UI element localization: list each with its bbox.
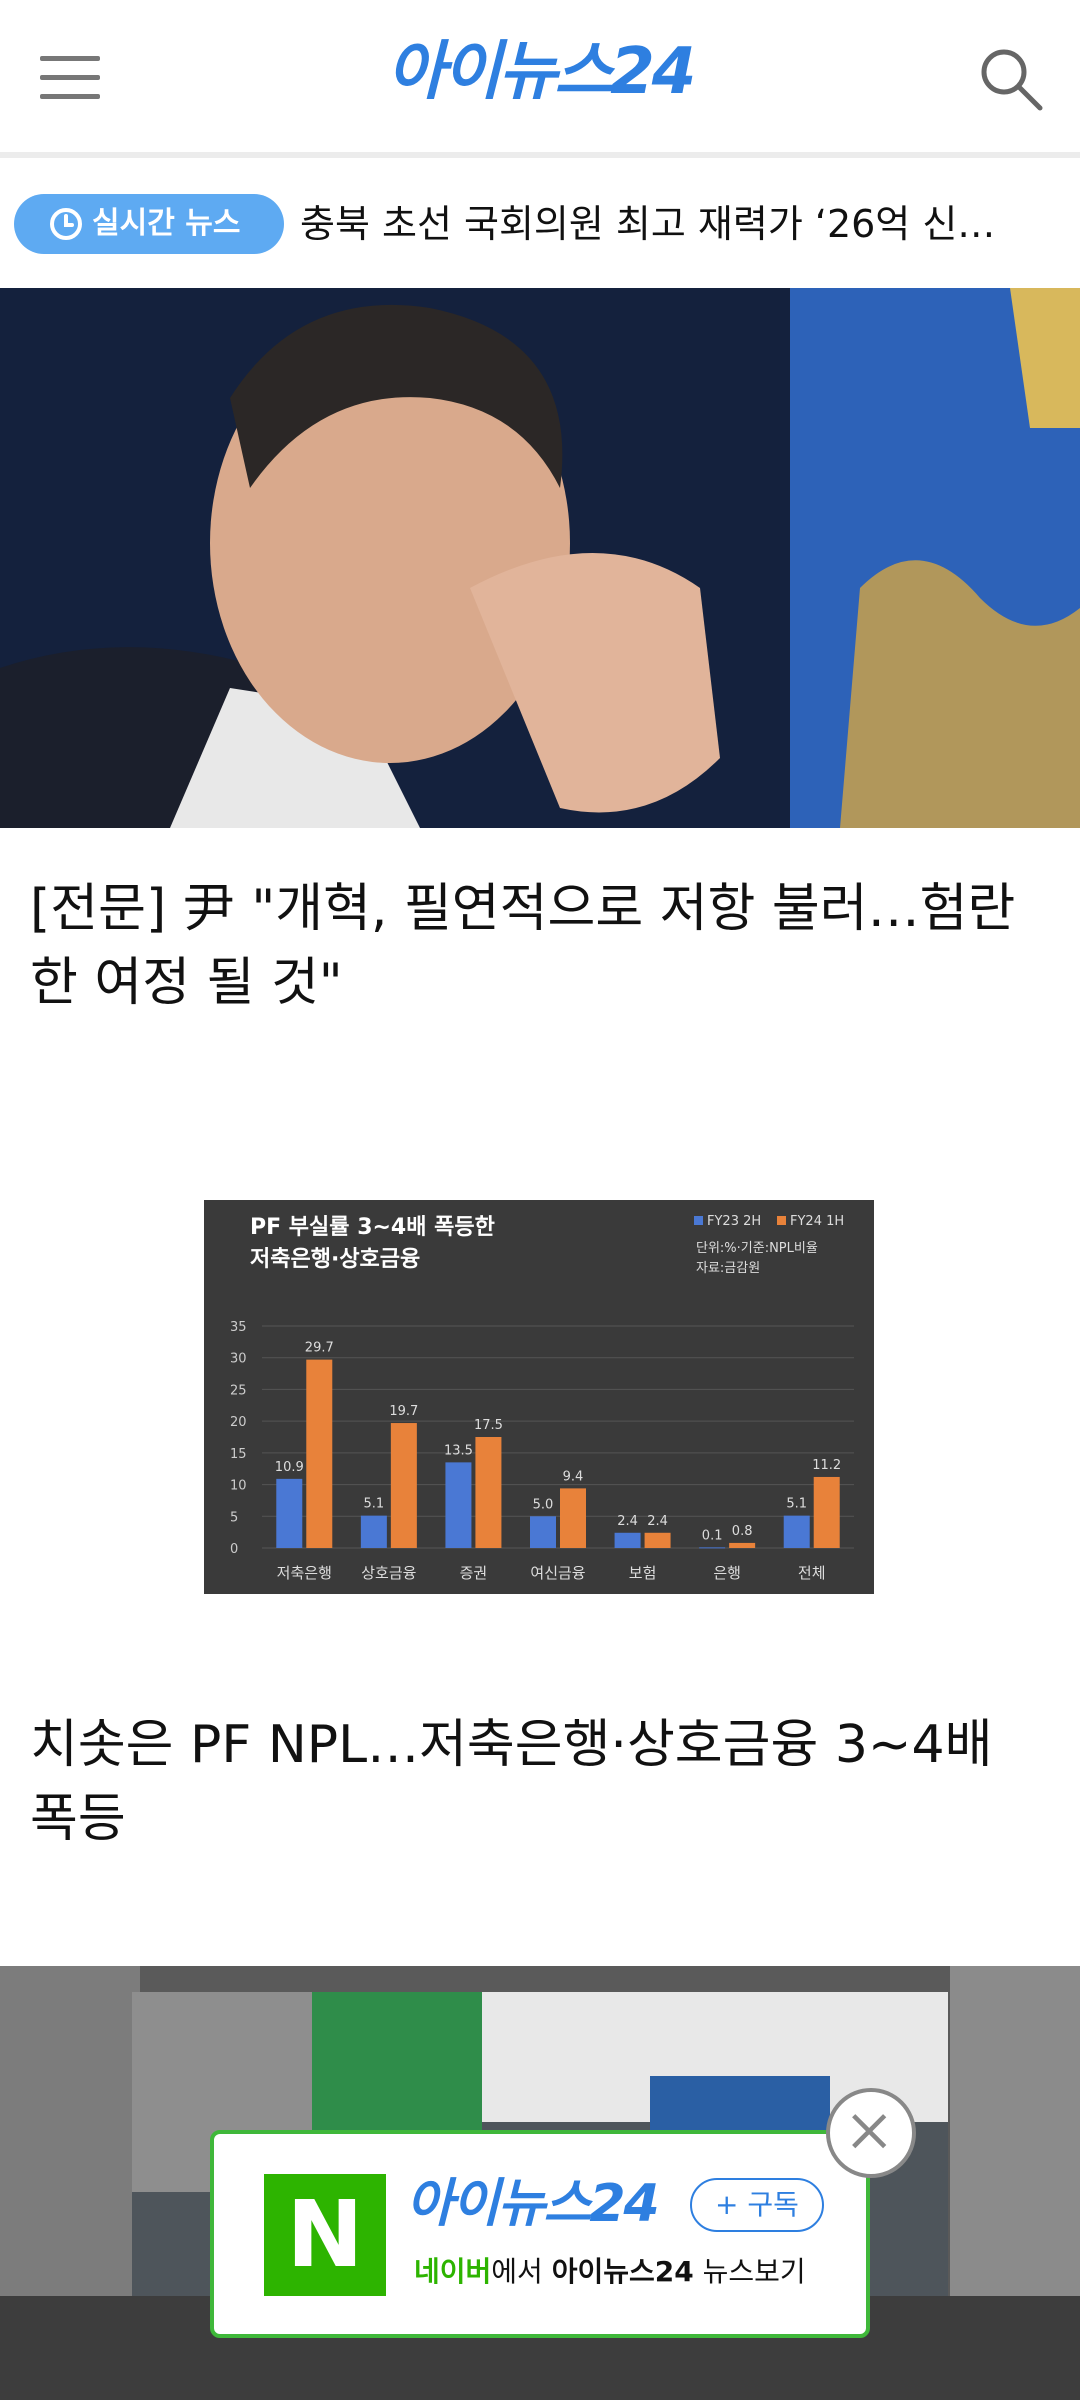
bar-value-label: 2.4 <box>617 1514 638 1529</box>
y-tick-label: 10 <box>230 1479 247 1494</box>
bar-fy24-4 <box>644 1532 671 1548</box>
chart-title-line2: 저축은행·상호금융 <box>250 1247 420 1272</box>
bar-fy23-1 <box>360 1515 387 1548</box>
legend-swatch-fy24 <box>777 1216 786 1225</box>
bar-value-label: 29.7 <box>305 1341 334 1356</box>
y-tick-label: 15 <box>230 1447 247 1462</box>
bar-value-label: 5.1 <box>364 1497 385 1512</box>
bar-fy23-3 <box>530 1516 556 1548</box>
bar-fy24-3 <box>560 1488 586 1548</box>
site-logo[interactable]: 아이뉴스24 <box>386 35 697 109</box>
bar-fy24-6 <box>813 1476 840 1548</box>
x-category-label: 상호금융 <box>361 1564 416 1582</box>
y-tick-label: 20 <box>230 1415 247 1430</box>
article-headline-2[interactable]: 치솟은 PF NPL…저축은행·상호금융 3~4배 폭등 <box>30 1715 993 1849</box>
x-category-label: 은행 <box>713 1564 741 1582</box>
x-category-label: 저축은행 <box>277 1564 332 1582</box>
bar-value-label: 19.7 <box>389 1404 418 1419</box>
legend-swatch-fy23 <box>694 1216 703 1225</box>
x-category-label: 여신금융 <box>530 1564 585 1582</box>
bar-fy24-5 <box>729 1542 756 1548</box>
x-category-label: 보험 <box>629 1564 657 1582</box>
ticker-headline[interactable]: 충북 초선 국회의원 최고 재력가 ‘26억 신… <box>300 202 996 246</box>
y-tick-label: 5 <box>230 1510 238 1525</box>
x-category-label: 증권 <box>460 1564 488 1582</box>
bar-fy24-1 <box>390 1423 417 1548</box>
bar-value-label: 17.5 <box>474 1418 503 1433</box>
legend-label-fy23: FY23 2H <box>707 1214 761 1229</box>
banner-description: 네이버에서 아이뉴스24 뉴스보기 <box>414 2252 806 2292</box>
desc-connector: 에서 <box>491 2255 552 2288</box>
banner-site-logo: 아이뉴스24 <box>406 2174 660 2234</box>
bar-fy24-2 <box>475 1437 502 1548</box>
hamburger-menu-icon[interactable] <box>40 56 100 102</box>
subscribe-button[interactable]: + 구독 <box>690 2178 824 2232</box>
realtime-news-label: 실시간 뉴스 <box>92 206 241 241</box>
legend-label-fy24: FY24 1H <box>790 1214 844 1229</box>
bar-value-label: 0.1 <box>702 1528 723 1543</box>
desc-site-name: 아이뉴스24 <box>551 2255 694 2288</box>
naver-text: 네이버 <box>414 2255 492 2288</box>
x-category-label: 전체 <box>798 1564 826 1582</box>
realtime-news-badge[interactable]: 실시간 뉴스 <box>14 194 284 254</box>
bar-fy23-0 <box>276 1478 303 1548</box>
hero-photo-illustration <box>0 288 1080 828</box>
bar-value-label: 13.5 <box>444 1443 473 1458</box>
bar-fy23-5 <box>699 1547 726 1549</box>
desc-suffix: 뉴스보기 <box>693 2255 806 2288</box>
y-tick-label: 0 <box>230 1542 238 1557</box>
bar-fy23-2 <box>445 1462 472 1548</box>
chart-source-note: 자료:금감원 <box>696 1261 760 1276</box>
chart-svg: PF 부실률 3~4배 폭등한 저축은행·상호금융 FY23 2H FY24 1… <box>204 1200 874 1594</box>
search-icon[interactable] <box>976 44 1046 114</box>
bar-fy23-4 <box>614 1532 641 1548</box>
chart-title-line1: PF 부실률 3~4배 폭등한 <box>250 1215 495 1240</box>
y-tick-label: 35 <box>230 1320 247 1335</box>
pf-npl-bar-chart[interactable]: PF 부실률 3~4배 폭등한 저축은행·상호금융 FY23 2H FY24 1… <box>204 1200 874 1594</box>
bar-fy24-0 <box>306 1359 333 1548</box>
bar-value-label: 5.1 <box>786 1497 807 1512</box>
naver-subscribe-banner[interactable]: N 아이뉴스24 + 구독 네이버에서 아이뉴스24 뉴스보기 <box>210 2130 870 2338</box>
bar-value-label: 11.2 <box>812 1458 841 1473</box>
bar-value-label: 10.9 <box>275 1460 304 1475</box>
y-tick-label: 25 <box>230 1383 247 1398</box>
bar-value-label: 5.0 <box>533 1497 554 1512</box>
bar-fy23-6 <box>783 1515 810 1548</box>
article-headline-1[interactable]: [전문] 尹 "개혁, 필연적으로 저항 불러…험란한 여정 될 것" <box>30 879 1016 1013</box>
bar-value-label: 9.4 <box>563 1469 584 1484</box>
breaking-news-ticker: 실시간 뉴스 충북 초선 국회의원 최고 재력가 ‘26억 신… <box>0 164 1080 288</box>
y-tick-label: 30 <box>230 1352 247 1367</box>
chart-unit-note: 단위:%·기준:NPL비율 <box>696 1241 818 1256</box>
bar-value-label: 2.4 <box>647 1514 668 1529</box>
clock-icon <box>50 208 82 240</box>
hero-article-photo[interactable] <box>0 288 1080 828</box>
naver-n-logo: N <box>264 2174 386 2296</box>
bar-value-label: 0.8 <box>732 1524 753 1539</box>
close-icon[interactable] <box>826 2088 916 2178</box>
top-header: 아이뉴스24 <box>0 0 1080 158</box>
